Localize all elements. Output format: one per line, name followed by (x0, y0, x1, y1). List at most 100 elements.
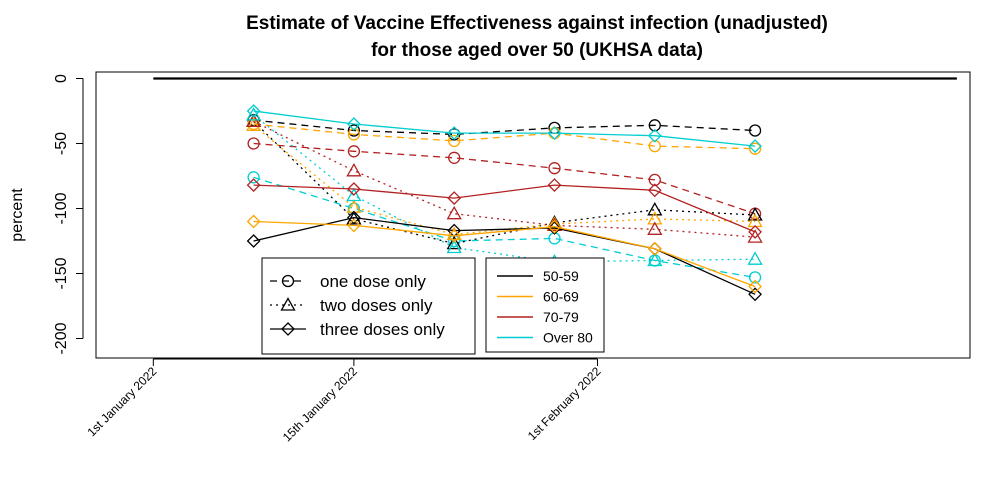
series-70-79-circle (247, 137, 762, 220)
legend-item-age: 60-69 (497, 289, 579, 305)
data-point (447, 126, 462, 141)
y-tick-label: -150 (53, 257, 70, 289)
data-point (446, 239, 462, 254)
data-point (347, 202, 361, 215)
legend-age-box (485, 257, 605, 353)
data-point (447, 228, 462, 243)
legend-dose-types: one dose only two doses only three doses o… (261, 257, 476, 355)
legends: one dose only two doses only three doses o… (261, 257, 605, 355)
data-point (447, 191, 462, 206)
legend-item-age: 50-59 (497, 268, 579, 284)
data-point (747, 207, 763, 221)
data-point (647, 221, 663, 235)
series-60-69-circle (247, 117, 762, 155)
data-point (547, 221, 562, 235)
series-70-79-diamond (246, 178, 763, 239)
y-axis-label: percent (9, 188, 26, 242)
legend-label: three doses only (320, 320, 445, 339)
y-tick-label: -50 (53, 132, 70, 155)
data-point (346, 162, 362, 177)
data-point (748, 224, 763, 239)
data-point (446, 205, 462, 220)
data-point (647, 252, 663, 267)
series-line (253, 124, 756, 236)
data-point (346, 117, 361, 131)
data-point (647, 201, 663, 216)
legend-label: two doses only (320, 296, 433, 315)
data-point (347, 124, 361, 137)
legend-label: 60-69 (543, 289, 579, 305)
legend-marker (281, 274, 295, 288)
series-line (253, 119, 756, 136)
legend-item-triangle: two doses only (270, 296, 433, 315)
series-line (253, 120, 756, 245)
data-point (647, 128, 662, 143)
x-tick-label: 1st January 2022 (84, 364, 159, 439)
series-line (253, 142, 756, 215)
series-line (253, 176, 756, 279)
x-tick-label: 15th January 2022 (280, 364, 360, 444)
series-line (253, 184, 756, 233)
data-point (748, 124, 762, 137)
data-point (247, 171, 260, 184)
data-point (547, 219, 562, 234)
series-layer (153, 77, 957, 302)
data-point (748, 287, 763, 302)
data-point (346, 187, 362, 202)
series-50-59-triangle (245, 113, 763, 250)
data-point (448, 134, 461, 148)
legend-item-age: 70-79 (497, 309, 579, 325)
series-60-69-diamond (246, 214, 763, 294)
chart-title-line-2: for those aged over 50 (UKHSA data) (371, 40, 703, 61)
legend-item-circle: one dose only (270, 272, 426, 291)
series-70-79-triangle (245, 113, 763, 243)
legend-age-groups: 50-59 60-69 70-79 Over 80 (485, 257, 605, 353)
y-tick-label: 0 (53, 74, 70, 83)
data-point (346, 182, 361, 196)
legend-label: one dose only (320, 272, 426, 291)
data-point (447, 223, 462, 238)
data-point (246, 104, 261, 118)
data-point (246, 214, 261, 229)
data-point (748, 271, 762, 284)
legend-item-age: Over 80 (497, 330, 593, 346)
x-tick-label: 1st February 2022 (525, 364, 604, 443)
data-point (347, 145, 361, 158)
data-point (347, 128, 361, 141)
legend-marker (280, 297, 296, 311)
data-point (648, 139, 661, 153)
y-tick-label: -100 (53, 192, 70, 224)
data-point (648, 173, 661, 187)
series-over-80-diamond (246, 104, 763, 154)
data-point (548, 162, 561, 175)
legend-item-diamond: three doses only (270, 320, 445, 339)
y-tick-label: -200 (53, 322, 70, 354)
series-line (253, 120, 756, 238)
series-line (253, 220, 756, 288)
legend-label: Over 80 (543, 330, 593, 346)
chart-title-line-1: Estimate of Vaccine Effectiveness agains… (246, 13, 828, 34)
legend-label: 50-59 (543, 268, 579, 284)
data-point (748, 142, 762, 155)
data-point (247, 137, 260, 150)
data-point (647, 183, 662, 198)
data-point (346, 218, 361, 233)
data-point (346, 210, 361, 225)
plot-frame (95, 71, 971, 359)
series-60-69-triangle (245, 117, 763, 241)
data-point (747, 251, 763, 265)
series-line (253, 110, 756, 147)
data-point (246, 234, 261, 248)
legend-dose-box (261, 257, 476, 355)
data-point (547, 178, 562, 193)
data-point (245, 117, 262, 131)
series-line (253, 216, 756, 295)
legend-marker (281, 322, 295, 336)
data-point (748, 139, 763, 154)
data-point (246, 178, 261, 193)
data-point (547, 126, 562, 141)
data-point (747, 229, 763, 243)
series-line (253, 123, 756, 150)
data-point (448, 151, 461, 164)
